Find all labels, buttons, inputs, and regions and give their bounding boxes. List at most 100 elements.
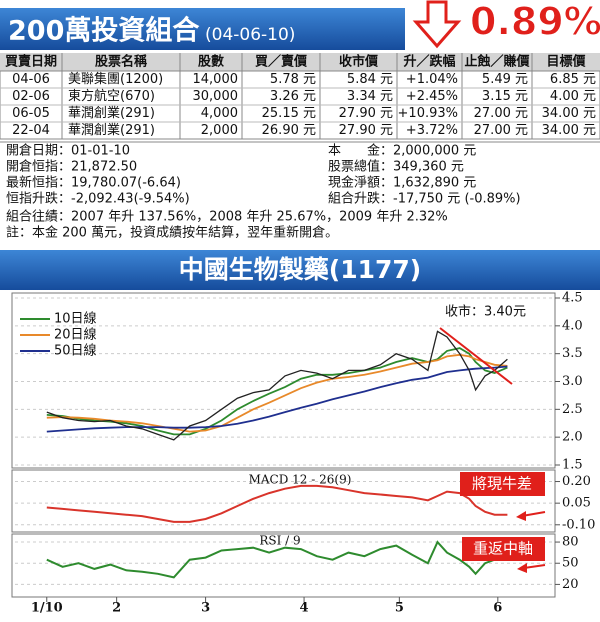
portfolio-date: (04-06-10) (205, 25, 295, 45)
summary-note: 組合往績：2007 年升 137.56%，2008 年升 25.67%，2009… (6, 210, 448, 225)
table-cell: 華潤創業(291) (68, 105, 155, 121)
column-header: 收市價 (339, 54, 379, 70)
table-cell: 東方航空(670) (68, 88, 155, 104)
legend-label: 20日線 (54, 327, 97, 343)
price-line (46, 330, 508, 441)
table-cell: 27.00 元 (474, 123, 528, 138)
close-annotation: 收市：3.40元 (445, 304, 526, 320)
table-cell: 2,000 (201, 123, 238, 138)
downtrend-line (439, 327, 513, 385)
table-cell: +3.72% (406, 123, 458, 138)
y-tick-label: 1.5 (562, 458, 583, 473)
table-cell: 14,000 (193, 72, 239, 87)
legend-label: 50日線 (54, 343, 97, 359)
column-header: 買／賣價 (255, 54, 308, 70)
table-cell: 5.78 元 (270, 72, 316, 87)
portfolio-title: 200萬投資組合 (8, 15, 199, 47)
summary-right: 現金淨額：1,632,890 元 (328, 175, 476, 191)
table-cell: +2.45% (406, 89, 458, 104)
portfolio-change: 0.89% (470, 0, 600, 44)
x-tick-label: 5 (395, 601, 404, 616)
table-cell: 27.90 元 (339, 123, 393, 138)
table-cell: 3.26 元 (270, 89, 316, 104)
table-cell: 27.00 元 (474, 106, 528, 121)
table-cell: +1.04% (406, 72, 458, 87)
x-tick-label: 4 (300, 601, 309, 616)
y-tick-label: 4.0 (562, 318, 583, 333)
table-cell: 34.00 元 (542, 106, 596, 121)
table-cell: +10.93% (398, 106, 458, 121)
header-band (0, 8, 405, 50)
panel-frame (11, 533, 556, 598)
y-tick-label: 50 (562, 556, 579, 571)
y-tick-label: 80 (562, 535, 579, 550)
x-tick-label: 2 (112, 601, 121, 616)
table-cell: 30,000 (193, 89, 239, 104)
summary-right: 股票總值：349,360 元 (328, 159, 464, 175)
y-tick-label: 2.0 (562, 430, 583, 445)
down-arrow (412, 0, 462, 49)
table-cell: 27.90 元 (339, 106, 393, 121)
table-cell: 26.90 元 (262, 123, 316, 138)
table-cell: 3.34 元 (347, 89, 393, 104)
rsi-callout-arrow (523, 564, 546, 569)
y-tick-label: 20 (562, 577, 579, 592)
x-tick-label: 1/10 (31, 601, 63, 616)
table-cell: 華潤創業(291) (68, 122, 155, 138)
legend-label: 10日線 (54, 311, 97, 327)
column-header: 止蝕／賺價 (464, 54, 530, 70)
summary-left: 恒指升跌：-2,092.43(-9.54%) (6, 191, 190, 207)
summary-left: 開倉恒指：21,872.50 (6, 160, 137, 175)
y-tick-label: 3.5 (562, 346, 583, 361)
summary-left: 開倉日期：01-01-10 (6, 144, 130, 159)
macd-arrowhead (516, 511, 526, 521)
column-header: 股數 (198, 54, 224, 70)
table-cell: 4.00 元 (550, 89, 596, 104)
table-cell: 25.15 元 (262, 106, 316, 121)
stock-banner (0, 250, 600, 290)
macd-callout-box (460, 472, 545, 496)
rsi-callout-box (462, 537, 545, 561)
x-tick-label: 6 (493, 601, 502, 616)
table-cell: 4,000 (201, 106, 238, 121)
table-cell: 5.49 元 (482, 72, 528, 87)
table-cell: 06-05 (12, 106, 50, 121)
macd-callout: 將現牛差 (472, 475, 532, 493)
y-tick-label: 0.20 (562, 474, 591, 489)
y-tick-label: 2.5 (562, 402, 583, 417)
table-cell: 美聯集團(1200) (68, 71, 163, 87)
rsi-arrowhead (517, 563, 527, 573)
summary-right: 組合升跌：-17,750 元 (-0.89%) (328, 191, 521, 207)
column-header: 股票名稱 (95, 54, 147, 70)
column-header: 買賣日期 (5, 54, 57, 70)
table-cell: 5.84 元 (347, 72, 393, 87)
column-header: 升／跌幅 (403, 54, 455, 70)
table-cell: 04-06 (12, 72, 50, 87)
indicator-line (46, 540, 508, 579)
table-header-bg (0, 53, 600, 71)
rsi-callout: 重返中軸 (473, 540, 533, 558)
ma-line (46, 353, 508, 433)
holdings-table: 買賣日期 股票名稱 股數 買／賣價 收市價 升／跌幅 止蝕／賺價 目標價 04-06 美聯集團(1… (0, 53, 600, 140)
y-tick-label: 0.05 (562, 496, 591, 511)
panel-frame (11, 469, 556, 533)
summary-right: 本 金：2,000,000 元 (328, 143, 476, 159)
table-cell: 34.00 元 (542, 123, 596, 138)
x-tick-label: 3 (201, 601, 210, 616)
panel-frame (11, 292, 556, 469)
summary: 開倉日期：01-01-10開倉恒指：21,872.50最新恒指：19,780.0… (0, 141, 600, 241)
column-header: 目標價 (546, 54, 586, 70)
stock-title: 中國生物製藥(1177) (179, 255, 421, 284)
y-tick-label: 4.5 (562, 291, 583, 306)
indicator-line (46, 484, 508, 523)
table-cell: 02-06 (12, 89, 50, 104)
macd-label: MACD 12 - 26(9) (249, 473, 352, 487)
table-cell: 6.85 元 (550, 72, 596, 87)
y-tick-label: 3.0 (562, 374, 583, 389)
table-cell: 22-04 (12, 123, 50, 138)
table-cell: 3.15 元 (482, 89, 528, 104)
summary-left: 最新恒指：19,780.07(-6.64) (6, 175, 181, 191)
